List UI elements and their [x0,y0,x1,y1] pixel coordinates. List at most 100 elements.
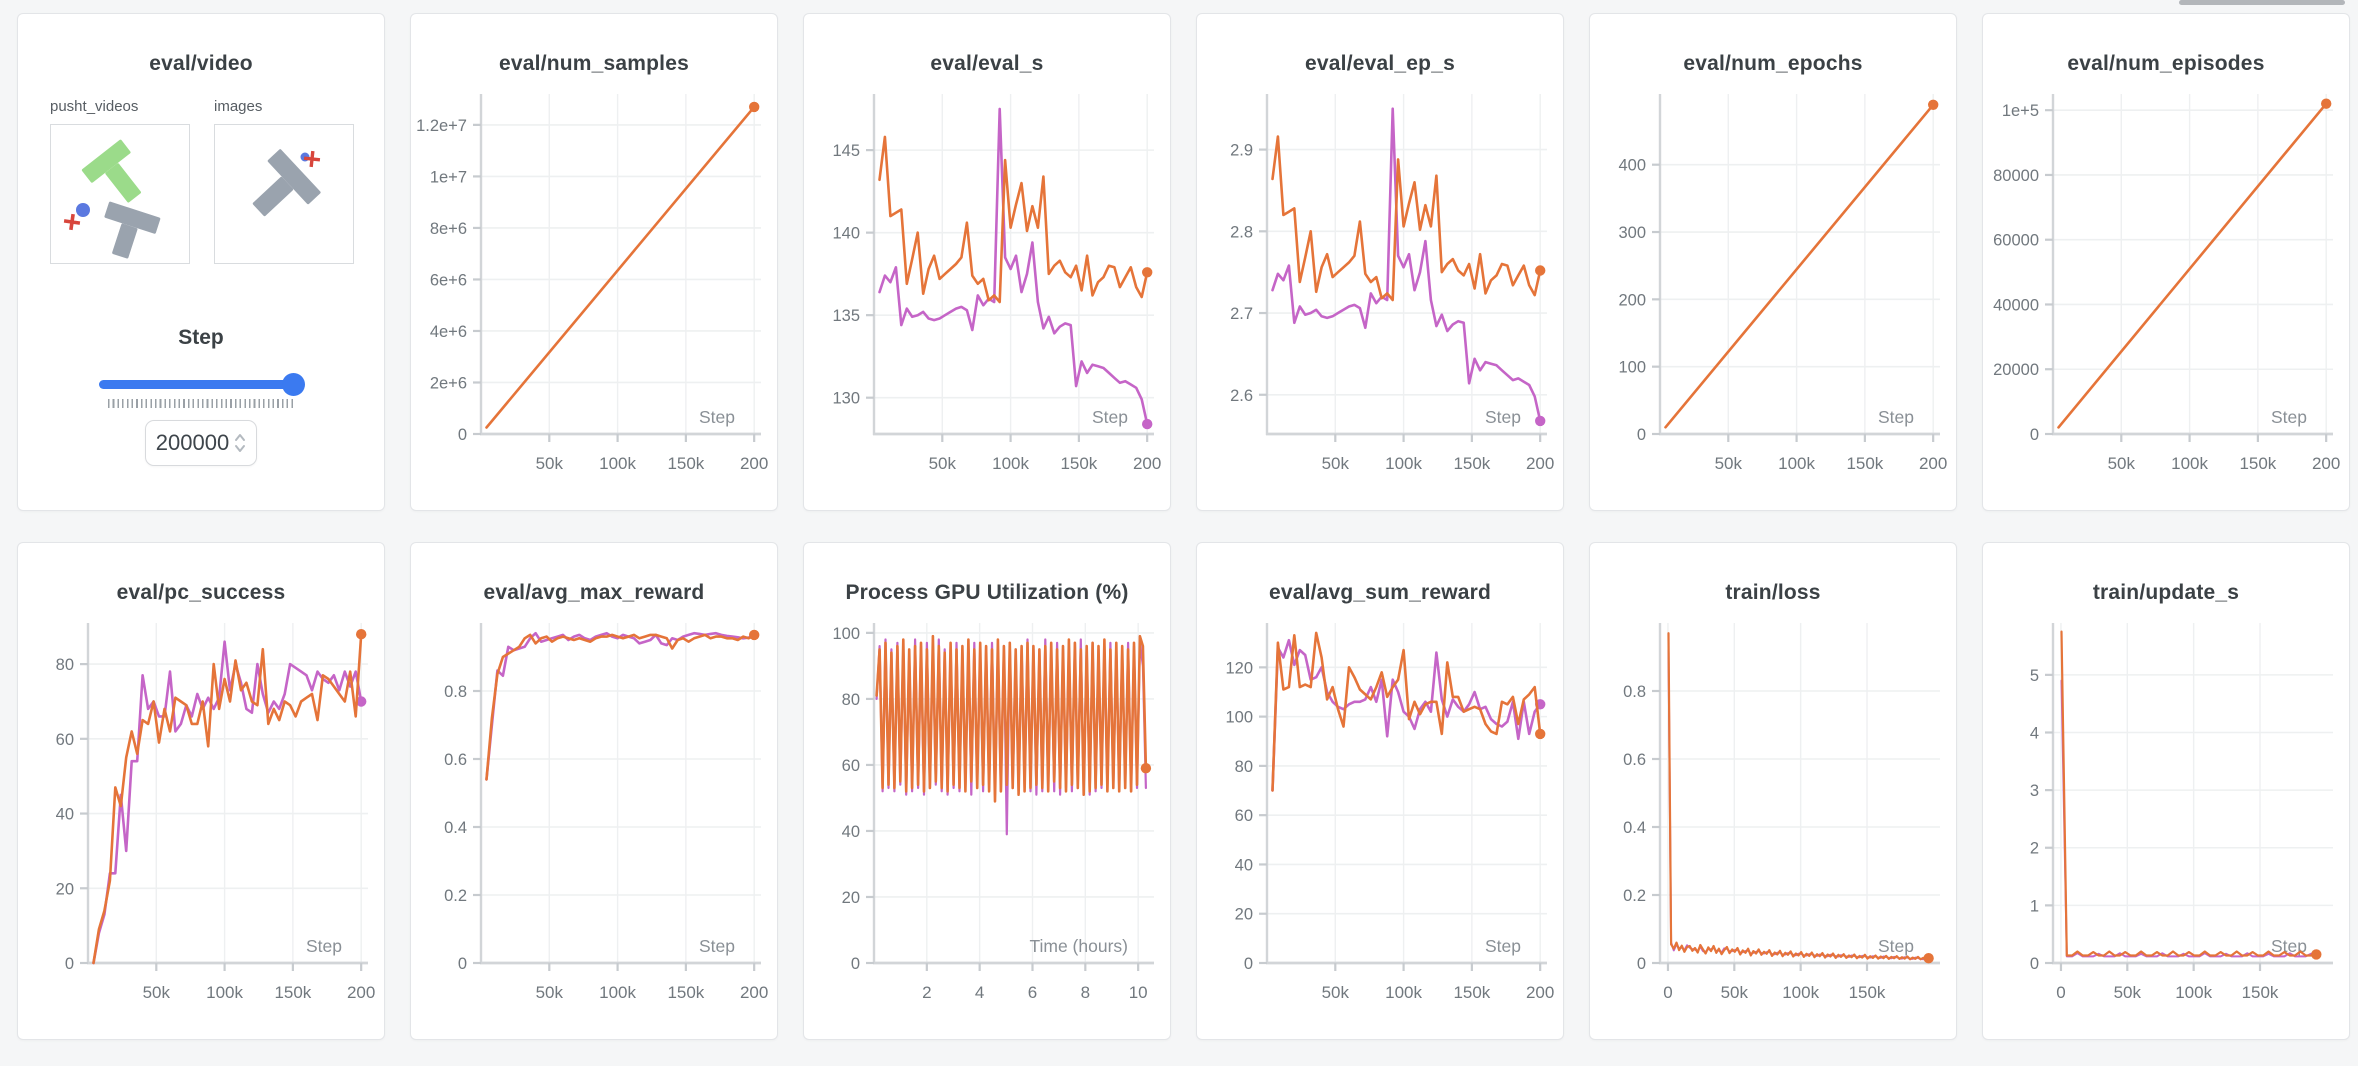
chart-title: eval/num_samples [499,52,689,75]
chart-eval-pc-success[interactable]: 50k 100k 150k 200 0 20 40 60 80 Step [18,607,384,1027]
svg-text:150k: 150k [1060,454,1097,473]
chart-eval-num-epochs[interactable]: 50k 100k 150k 200 0 100 200 300 400 Step [1590,78,1956,498]
svg-text:0.2: 0.2 [1623,887,1646,905]
step-slider-label: Step [178,326,224,349]
svg-text:200: 200 [1526,454,1554,473]
pusht-image-icon [252,149,321,217]
svg-text:80: 80 [1235,758,1253,776]
slider-track[interactable] [99,380,303,389]
svg-text:400: 400 [1618,157,1646,175]
chart-eval-num-samples[interactable]: 50k 100k 150k 200 0 2e+6 4e+6 6e+6 8e+6 1e+7 1.2e+… [411,78,777,498]
svg-text:Step: Step [1878,407,1914,427]
step-slider[interactable] [99,372,305,396]
chart-eval-avg-sum-reward[interactable]: 50k 100k 150k 200 0 20 40 60 80 100 120 Step [1197,607,1563,1027]
svg-text:2e+6: 2e+6 [430,374,467,392]
chart-train-loss[interactable]: 0 50k 100k 150k 0 0.2 0.4 0.6 0.8 Step [1590,607,1956,1027]
svg-text:Time (hours): Time (hours) [1029,936,1128,956]
chart-title: eval/num_episodes [2067,52,2265,75]
svg-text:100k: 100k [992,454,1029,473]
svg-text:2.8: 2.8 [1230,223,1253,241]
slider-tick-ruler [108,399,294,408]
svg-text:20000: 20000 [1993,361,2039,379]
svg-text:150k: 150k [1846,454,1883,473]
svg-text:50k: 50k [2114,983,2142,1002]
svg-text:80: 80 [842,691,860,709]
svg-text:50k: 50k [1322,454,1350,473]
svg-text:0.4: 0.4 [1623,819,1646,837]
svg-text:0: 0 [2030,426,2039,444]
svg-text:2.7: 2.7 [1230,305,1253,323]
chart-eval-num-episodes[interactable]: 50k 100k 150k 200 0 20000 40000 60000 80000 1e+5 S… [1983,78,2349,498]
svg-text:Step: Step [1485,936,1521,956]
chart-title: eval/eval_s [930,52,1044,75]
step-input[interactable]: 200000 [145,420,257,466]
media-row: pusht_videos [18,98,384,264]
slider-thumb[interactable] [282,373,305,396]
svg-text:100k: 100k [2175,983,2212,1002]
svg-text:10: 10 [1129,983,1148,1002]
svg-text:60: 60 [842,757,860,775]
images-thumbnail[interactable] [214,124,354,264]
chart-title: train/loss [1725,581,1821,604]
svg-text:50k: 50k [536,983,564,1002]
svg-text:50k: 50k [1322,983,1350,1002]
svg-text:0: 0 [2056,983,2065,1002]
panel-eval-avg-max-reward: eval/avg_max_reward 50k 100k 150k 200 0 0.2 0.… [410,542,778,1040]
svg-text:4: 4 [2030,724,2039,742]
svg-text:Step: Step [699,936,735,956]
horizontal-scrollbar-thumb[interactable] [2179,0,2345,5]
panel-eval-num-episodes: eval/num_episodes 50k 100k 150k 200 0 20000 40… [1982,13,2350,511]
panel-eval-avg-sum-reward: eval/avg_sum_reward 50k 100k 150k 200 0 20 40 6… [1196,542,1564,1040]
svg-text:100k: 100k [1385,983,1422,1002]
svg-text:200: 200 [1526,983,1554,1002]
media-caption: images [214,98,263,115]
media-item-pusht-videos: pusht_videos [50,98,190,264]
svg-text:140: 140 [832,225,860,243]
svg-text:100k: 100k [206,983,243,1002]
panel-eval-num-epochs: eval/num_epochs 50k 100k 150k 200 0 100 200 300… [1589,13,1957,511]
svg-text:200: 200 [1618,291,1646,309]
svg-text:150k: 150k [667,983,704,1002]
svg-text:0.4: 0.4 [444,819,467,837]
step-input-value: 200000 [155,430,230,455]
svg-text:135: 135 [832,307,860,325]
svg-text:200: 200 [347,983,375,1002]
svg-text:100: 100 [1225,709,1253,727]
svg-text:200: 200 [740,983,768,1002]
svg-text:150k: 150k [1849,983,1886,1002]
media-item-images: images [214,98,354,264]
chart-eval-eval-ep-s[interactable]: 50k 100k 150k 200 2.6 2.7 2.8 2.9 Step [1197,78,1563,498]
chart-title: eval/num_epochs [1683,52,1863,75]
svg-text:40: 40 [1235,856,1253,874]
svg-text:0.6: 0.6 [444,751,467,769]
panel-eval-video: eval/video pusht_videos [17,13,385,511]
svg-text:100k: 100k [1778,454,1815,473]
svg-text:60: 60 [56,731,74,749]
svg-text:150k: 150k [274,983,311,1002]
svg-text:Step: Step [699,407,735,427]
stepper-arrows-icon[interactable] [234,431,246,455]
svg-text:0: 0 [1637,955,1646,973]
svg-text:0.8: 0.8 [1623,683,1646,701]
panel-gpu-utilization: Process GPU Utilization (%) 2 4 6 8 10 0 20 40 6… [803,542,1171,1040]
svg-text:100k: 100k [599,983,636,1002]
chart-eval-avg-max-reward[interactable]: 50k 100k 150k 200 0 0.2 0.4 0.6 0.8 Step [411,607,777,1027]
svg-text:1e+7: 1e+7 [430,168,467,186]
chart-eval-eval-s[interactable]: 50k 100k 150k 200 130 135 140 145 Step [804,78,1170,498]
svg-text:100k: 100k [2171,454,2208,473]
panel-eval-pc-success: eval/pc_success 50k 100k 150k 200 0 20 40 60 80 S… [17,542,385,1040]
svg-text:100: 100 [1618,359,1646,377]
svg-text:150k: 150k [1453,983,1490,1002]
svg-text:100k: 100k [1782,983,1819,1002]
svg-text:0: 0 [1637,426,1646,444]
svg-text:4: 4 [975,983,984,1002]
svg-text:60: 60 [1235,807,1253,825]
svg-text:1: 1 [2030,897,2039,915]
svg-text:80000: 80000 [1993,167,2039,185]
svg-text:Step: Step [1878,936,1914,956]
pusht-video-thumbnail[interactable] [50,124,190,264]
svg-text:150k: 150k [667,454,704,473]
chart-train-update-s[interactable]: 0 50k 100k 150k 0 1 2 3 4 5 Step [1983,607,2349,1027]
